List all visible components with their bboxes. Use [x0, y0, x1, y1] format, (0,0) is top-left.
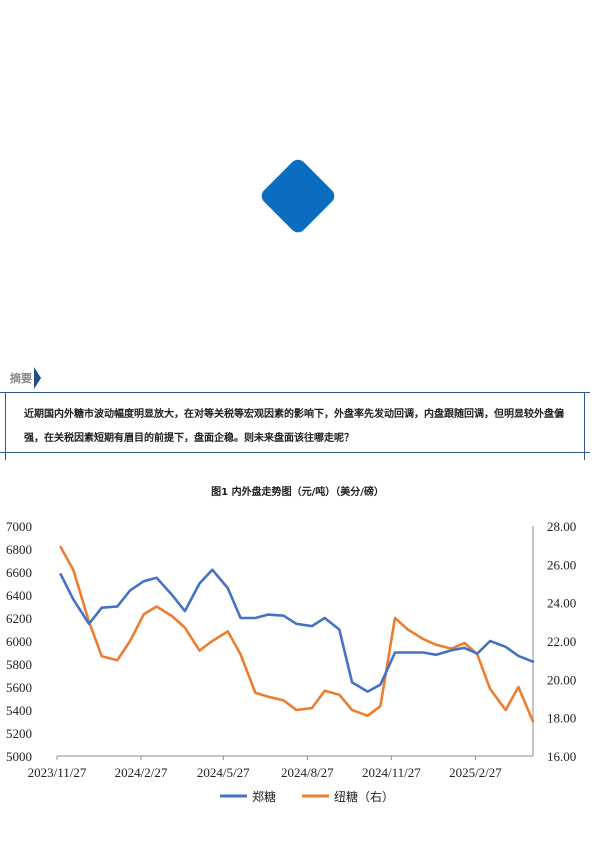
chart-title: 图1 内外盘走势图（元/吨）（美分/磅） [211, 487, 384, 498]
y-left-tick-label: 5400 [6, 703, 32, 718]
y-left-tick-label: 7000 [6, 519, 32, 534]
y-left-tick-label: 6600 [6, 565, 32, 580]
x-tick-label: 2024/2/27 [115, 765, 168, 780]
x-tick-label: 2024/11/27 [362, 765, 421, 780]
y-left-tick-label: 5600 [6, 680, 32, 695]
y-right-tick-label: 24.00 [547, 596, 576, 611]
abstract-right-rule [584, 392, 585, 460]
y-right-tick-label: 26.00 [547, 557, 576, 572]
y-right-tick-label: 18.00 [547, 711, 576, 726]
brand-logo-icon [261, 159, 335, 233]
brand-diamond [261, 159, 335, 233]
y-left-tick-label: 5000 [6, 749, 32, 764]
x-tick-label: 2023/11/27 [28, 765, 87, 780]
legend-label: 纽糖（右） [334, 789, 394, 804]
y-right-tick-label: 20.00 [547, 672, 576, 687]
series-line-ny-sugar [59, 545, 535, 723]
abstract-top-rule [0, 392, 590, 393]
abstract-left-rule [5, 392, 6, 460]
x-tick-label: 2024/8/27 [281, 765, 334, 780]
y-left-tick-label: 6800 [6, 542, 32, 557]
series-line-zheng-sugar [59, 568, 535, 693]
chevron-right-icon [34, 367, 41, 389]
x-tick-label: 2025/2/27 [449, 765, 502, 780]
abstract-bottom-rule [0, 452, 590, 453]
y-left-tick-label: 5800 [6, 657, 32, 672]
y-left-tick-label: 6000 [6, 634, 32, 649]
y-left-tick-label: 5200 [6, 726, 32, 741]
abstract-label: 摘要 [10, 372, 32, 385]
dual-axis-line-chart: 5000 5200 5400 5600 5800 6000 6200 6400 6600 6800… [6, 519, 576, 804]
legend-label: 郑糖 [252, 789, 276, 804]
y-left-tick-label: 6400 [6, 588, 32, 603]
y-right-tick-label: 28.00 [547, 519, 576, 534]
y-left-tick-label: 6200 [6, 611, 32, 626]
y-right-tick-label: 22.00 [547, 634, 576, 649]
y-right-tick-label: 16.00 [547, 749, 576, 764]
abstract-tab: 摘要 [10, 367, 42, 389]
abstract-text: 近期国内外糖市波动幅度明显放大，在对等关税等宏观因素的影响下，外盘率先发动回调，… [24, 409, 564, 444]
x-tick-label: 2024/5/27 [197, 765, 250, 780]
